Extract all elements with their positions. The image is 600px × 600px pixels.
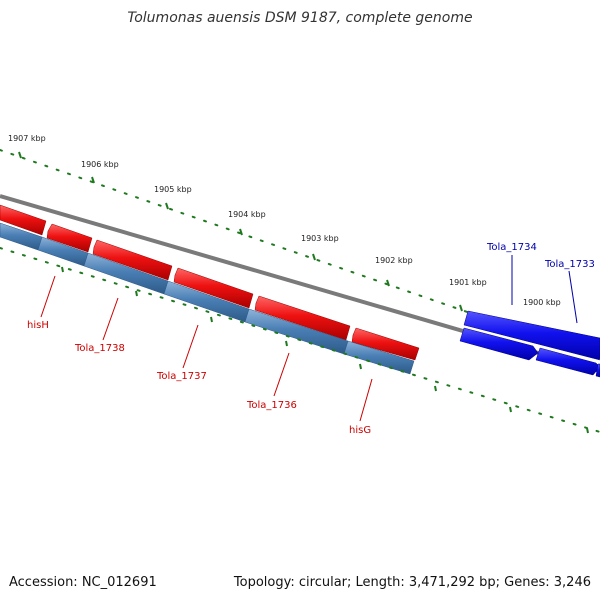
gene-label-tola1733: Tola_1733	[544, 259, 595, 270]
gene-label-tola1738: Tola_1738	[74, 343, 125, 354]
gene-arrow-hisH	[46, 223, 93, 253]
minor-tick	[210, 316, 213, 323]
minor-tick	[586, 427, 589, 434]
gene-arrow	[0, 204, 47, 236]
inner-tick-track	[0, 247, 600, 434]
forward-strand-genes	[459, 310, 600, 378]
gene-arrow	[535, 347, 600, 376]
cds-block-hisG	[343, 340, 415, 375]
minor-tick	[434, 385, 437, 392]
kbp-label: 1906 kbp	[81, 160, 119, 169]
minor-tick	[61, 266, 64, 273]
gene-label-tola1736: Tola_1736	[246, 400, 297, 411]
kbp-label: 1907 kbp	[8, 134, 46, 143]
gene-arrow-tola1737	[173, 267, 254, 309]
map-title: Tolumonas auensis DSM 9187, complete gen…	[127, 10, 473, 26]
gene-arrow-tola1738	[92, 239, 173, 281]
minor-tick	[285, 340, 288, 347]
kbp-label: 1905 kbp	[154, 185, 192, 194]
kbp-label: 1903 kbp	[301, 234, 339, 243]
major-tick	[18, 151, 22, 159]
kbp-label: 1900 kbp	[523, 298, 561, 307]
genome-summary-text: Topology: circular; Length: 3,471,292 bp…	[233, 575, 591, 590]
gene-label-leaders	[40, 275, 373, 422]
major-tick	[165, 202, 169, 210]
major-tick	[91, 176, 95, 184]
reverse-strand-genes	[0, 204, 420, 361]
gene-label-tola1737: Tola_1737	[156, 371, 207, 382]
gene-label-leaders-blue	[511, 255, 578, 324]
kbp-labels: 1907 kbp 1906 kbp 1905 kbp 1904 kbp 1903…	[8, 134, 561, 307]
major-tick	[459, 304, 463, 312]
gene-arrow-tola1736	[254, 295, 351, 341]
gene-arrow-hisG	[351, 327, 420, 361]
minor-tick	[135, 290, 138, 297]
major-tick	[312, 253, 316, 261]
kbp-label: 1901 kbp	[449, 278, 487, 287]
cds-track	[0, 222, 415, 375]
minor-tick	[509, 406, 512, 413]
gene-label-hisH: hisH	[27, 320, 49, 331]
gene-arrow	[595, 363, 600, 378]
minor-tick	[359, 363, 362, 370]
gene-label-tola1734: Tola_1734	[486, 242, 537, 253]
gene-label-hisG: hisG	[349, 425, 371, 436]
gene-arrow	[459, 327, 539, 361]
accession-text: Accession: NC_012691	[9, 575, 157, 590]
kbp-label: 1904 kbp	[228, 210, 266, 219]
kbp-label: 1902 kbp	[375, 256, 413, 265]
major-tick	[386, 279, 390, 287]
major-tick	[239, 228, 243, 236]
gene-arrow-tola1734	[463, 310, 600, 361]
